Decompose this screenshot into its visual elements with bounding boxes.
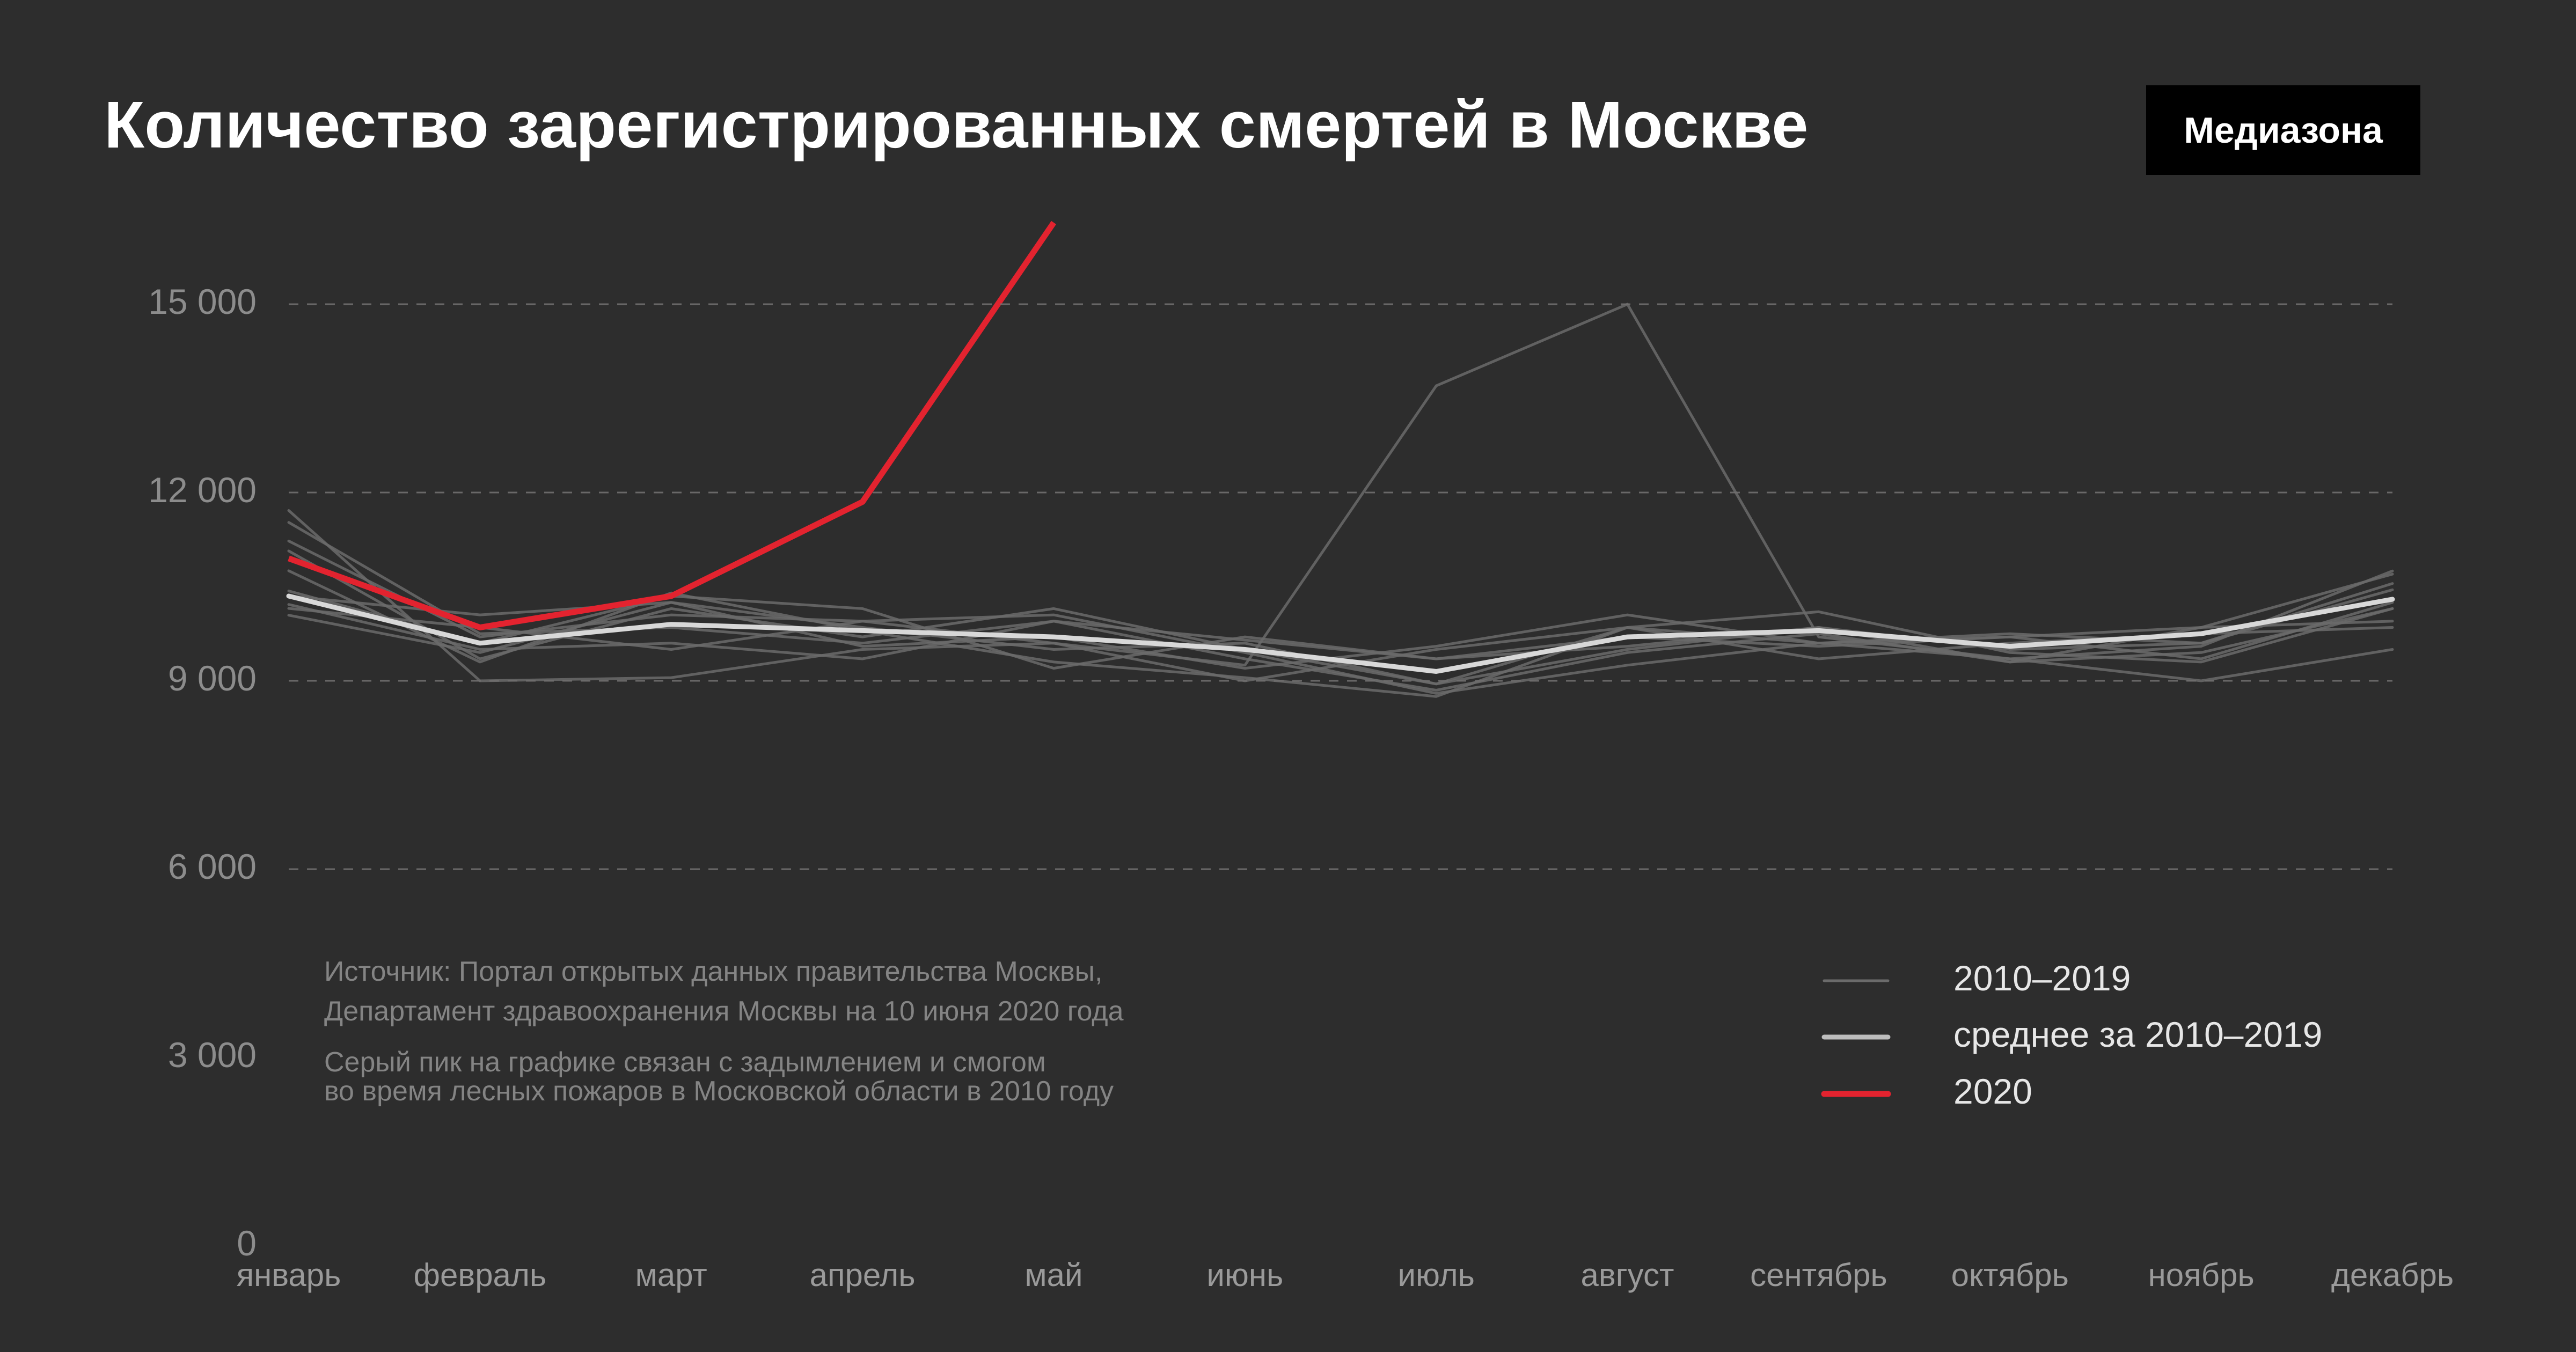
svg-text:2010–2019: 2010–2019 xyxy=(1953,958,2131,998)
svg-text:октябрь: октябрь xyxy=(1951,1257,2069,1293)
svg-text:декабрь: декабрь xyxy=(2331,1257,2454,1293)
svg-text:Серый пик на графике связан с: Серый пик на графике связан с задымление… xyxy=(324,1047,1046,1078)
svg-text:3 000: 3 000 xyxy=(168,1035,257,1075)
svg-text:август: август xyxy=(1581,1257,1674,1293)
svg-text:март: март xyxy=(635,1257,707,1293)
svg-text:6 000: 6 000 xyxy=(168,847,257,886)
svg-text:Департамент здравоохранения Мо: Департамент здравоохранения Москвы на 10… xyxy=(324,996,1124,1027)
svg-text:12 000: 12 000 xyxy=(148,470,257,510)
svg-text:январь: январь xyxy=(237,1257,341,1293)
svg-text:во время лесных пожаров в Моск: во время лесных пожаров в Московской обл… xyxy=(324,1076,1114,1107)
svg-text:2020: 2020 xyxy=(1953,1071,2032,1111)
svg-text:ноябрь: ноябрь xyxy=(2148,1257,2255,1293)
svg-text:май: май xyxy=(1024,1257,1082,1293)
svg-text:сентябрь: сентябрь xyxy=(1750,1257,1887,1293)
svg-text:февраль: февраль xyxy=(414,1257,547,1293)
svg-text:15 000: 15 000 xyxy=(148,282,257,321)
svg-text:апрель: апрель xyxy=(810,1257,916,1293)
svg-text:9 000: 9 000 xyxy=(168,658,257,698)
svg-text:июнь: июнь xyxy=(1206,1257,1283,1293)
svg-text:среднее за 2010–2019: среднее за 2010–2019 xyxy=(1953,1015,2322,1054)
svg-text:июль: июль xyxy=(1397,1257,1474,1293)
svg-text:Источник: Портал открытых данн: Источник: Портал открытых данных правите… xyxy=(324,956,1102,987)
